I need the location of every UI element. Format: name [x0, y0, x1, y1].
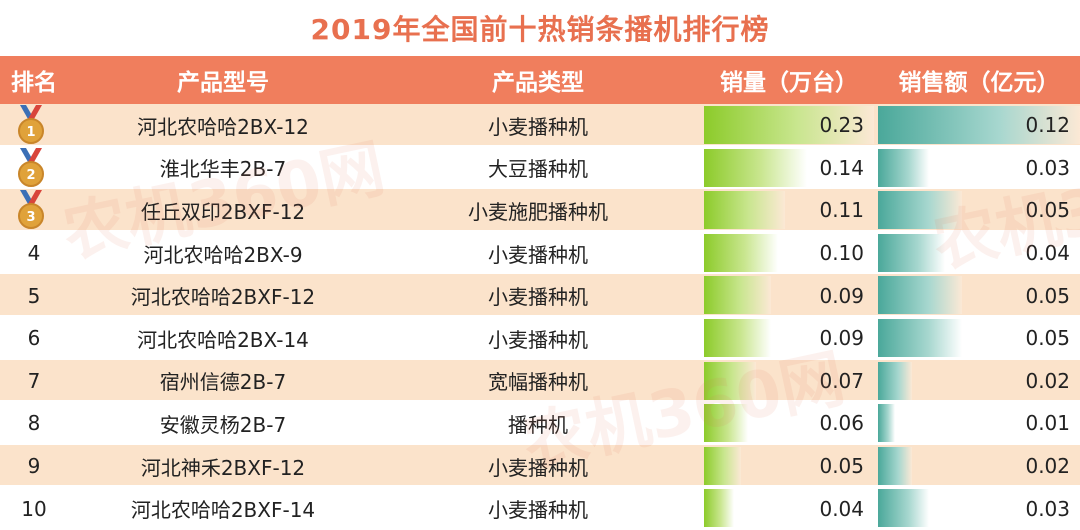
amount-value: 0.05: [1025, 198, 1070, 223]
qty-bar: [704, 361, 756, 400]
rank-number: 9: [27, 454, 41, 479]
qty-value: 0.09: [819, 326, 864, 351]
product-type: 小麦播种机: [488, 455, 588, 480]
product-type: 小麦播种机: [488, 242, 588, 267]
product-model: 河北神禾2BXF-12: [140, 455, 306, 480]
qty-value: 0.06: [819, 411, 864, 436]
product-model: 安徽灵杨2B-7: [159, 412, 287, 437]
svg-text:1: 1: [26, 125, 35, 140]
table-row: 2 淮北华丰2B-7 大豆播种机 0.14 0.03: [0, 146, 1080, 190]
product-type: 播种机: [508, 412, 568, 437]
qty-bar: [704, 489, 734, 528]
silver-medal-icon: 2: [18, 147, 44, 187]
header-rank: 排名: [11, 70, 57, 96]
table-body: 1 河北农哈哈2BX-12 小麦播种机 0.23 0.12 2 淮北华丰2B-7 大豆播种机 0…: [0, 104, 1080, 530]
amount-value: 0.12: [1025, 113, 1070, 138]
rank-number: 10: [21, 496, 47, 521]
qty-bar: [704, 404, 749, 443]
table-row: 4 河北农哈哈2BX-9 小麦播种机 0.10 0.04: [0, 231, 1080, 275]
product-model: 河北农哈哈2BXF-12: [130, 285, 316, 310]
qty-bar: [704, 276, 771, 315]
amount-bar: [878, 191, 963, 230]
table-header: 排名 产品型号 产品类型 销量（万台） 销售额（亿元）: [0, 56, 1080, 104]
amount-bar: [878, 489, 929, 528]
product-model: 河北农哈哈2BX-14: [137, 327, 309, 352]
qty-value: 0.07: [819, 368, 864, 393]
table-row: 7 宿州信德2B-7 宽幅播种机 0.07 0.02: [0, 359, 1080, 403]
qty-value: 0.10: [819, 241, 864, 266]
table-row: 3 任丘双印2BXF-12 小麦施肥播种机 0.11 0.05: [0, 189, 1080, 232]
product-type: 小麦播种机: [488, 285, 588, 310]
product-model: 河北农哈哈2BX-12: [137, 114, 309, 139]
amount-value: 0.02: [1025, 454, 1070, 479]
table-row: 8 安徽灵杨2B-7 播种机 0.06 0.01: [0, 402, 1080, 445]
qty-value: 0.09: [819, 283, 864, 308]
amount-bar: [878, 106, 1080, 144]
qty-bar: [704, 446, 741, 485]
qty-value: 0.23: [819, 113, 864, 138]
product-type: 小麦播种机: [488, 498, 588, 523]
product-type: 小麦播种机: [488, 114, 588, 139]
product-model: 河北农哈哈2BXF-14: [130, 498, 316, 523]
amount-value: 0.04: [1025, 241, 1070, 266]
amount-value: 0.03: [1025, 155, 1070, 180]
bronze-medal-icon: 3: [18, 190, 44, 230]
qty-bar: [704, 319, 771, 357]
rank-number: 7: [27, 368, 41, 393]
product-type: 小麦播种机: [488, 327, 588, 352]
product-type: 宽幅播种机: [488, 370, 588, 395]
amount-value: 0.02: [1025, 368, 1070, 393]
product-model: 宿州信德2B-7: [159, 370, 287, 395]
rank-number: 6: [27, 326, 41, 351]
qty-value: 0.14: [819, 155, 864, 180]
header-amount: 销售额（亿元）: [898, 70, 1060, 96]
amount-bar: [878, 148, 929, 187]
product-type: 小麦施肥播种机: [468, 199, 608, 224]
svg-text:2: 2: [26, 168, 35, 183]
rank-number: 4: [27, 241, 41, 266]
table-row: 6 河北农哈哈2BX-14 小麦播种机 0.09 0.05: [0, 317, 1080, 360]
amount-bar: [878, 233, 946, 272]
table-row: 9 河北神禾2BXF-12 小麦播种机 0.05 0.02: [0, 444, 1080, 488]
amount-bar: [878, 319, 963, 357]
product-type: 大豆播种机: [488, 157, 588, 182]
qty-bar: [704, 148, 808, 187]
svg-text:3: 3: [26, 210, 35, 225]
amount-bar: [878, 361, 912, 400]
amount-value: 0.05: [1025, 283, 1070, 308]
product-model: 淮北华丰2B-7: [159, 157, 287, 182]
chart-title: 2019年全国前十热销条播机排行榜: [310, 13, 770, 46]
amount-bar: [878, 404, 895, 443]
amount-bar: [878, 446, 912, 485]
gold-medal-icon: 1: [18, 105, 44, 144]
table-row: 1 河北农哈哈2BX-12 小麦播种机 0.23 0.12: [0, 104, 1080, 147]
qty-bar: [704, 233, 778, 272]
amount-value: 0.01: [1025, 411, 1070, 436]
amount-value: 0.05: [1025, 326, 1070, 351]
qty-value: 0.04: [819, 496, 864, 521]
header-model: 产品型号: [177, 70, 269, 96]
rank-number: 5: [27, 283, 41, 308]
product-model: 河北农哈哈2BX-9: [143, 242, 303, 267]
product-model: 任丘双印2BXF-12: [140, 199, 306, 224]
amount-value: 0.03: [1025, 496, 1070, 521]
rank-number: 8: [27, 411, 41, 436]
qty-bar: [704, 191, 786, 230]
qty-bar: [704, 106, 874, 144]
table-row: 10 河北农哈哈2BXF-14 小麦播种机 0.04 0.03: [0, 487, 1080, 530]
qty-value: 0.11: [819, 198, 864, 223]
table-row: 5 河北农哈哈2BXF-12 小麦播种机 0.09 0.05: [0, 274, 1080, 317]
amount-bar: [878, 276, 963, 315]
header-qty: 销量（万台）: [720, 70, 858, 96]
qty-value: 0.05: [819, 454, 864, 479]
header-type: 产品类型: [492, 70, 584, 96]
